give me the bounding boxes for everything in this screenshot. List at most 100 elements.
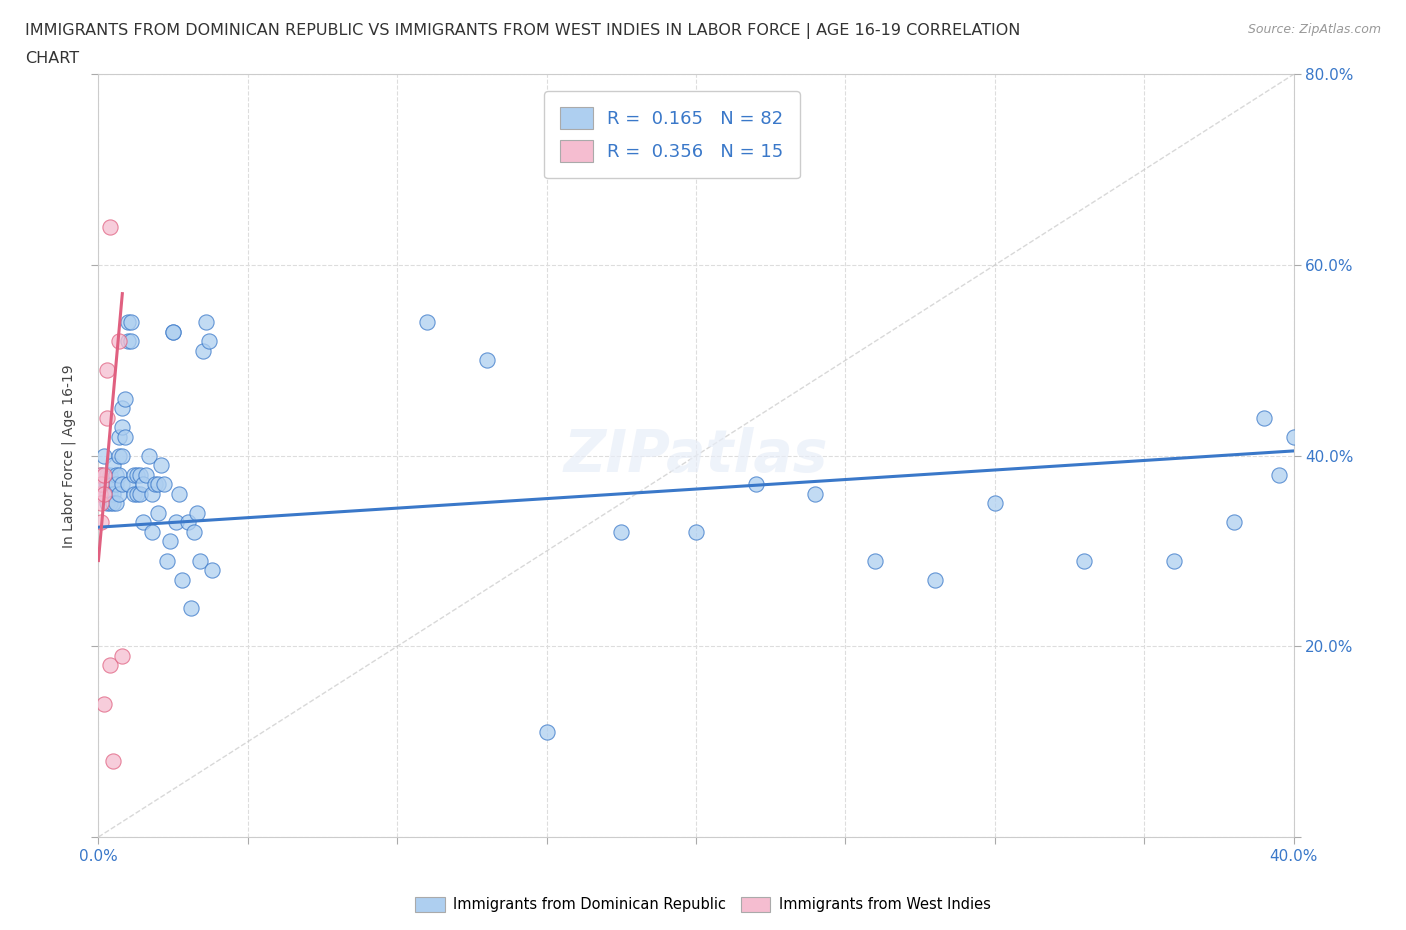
Point xyxy=(103,496,125,511)
Point xyxy=(108,334,131,349)
Point xyxy=(100,219,122,234)
Point xyxy=(195,315,218,330)
Point xyxy=(1073,553,1095,568)
Point xyxy=(124,468,146,483)
Point xyxy=(111,419,134,434)
Point xyxy=(984,496,1007,511)
Point xyxy=(111,648,134,663)
Point xyxy=(96,410,118,425)
Point xyxy=(132,477,155,492)
Point xyxy=(117,315,139,330)
Point xyxy=(129,486,152,501)
Point xyxy=(100,658,122,673)
Point xyxy=(114,430,136,445)
Point xyxy=(93,696,115,711)
Point xyxy=(685,525,707,539)
Point xyxy=(108,430,131,445)
Point xyxy=(143,477,166,492)
Point xyxy=(148,477,170,492)
Point xyxy=(93,448,115,463)
Point xyxy=(201,563,224,578)
Point xyxy=(93,486,115,501)
Point xyxy=(103,458,125,472)
Point xyxy=(165,515,187,530)
Point xyxy=(100,468,122,483)
Point xyxy=(141,486,163,501)
Point xyxy=(172,572,194,587)
Point xyxy=(117,334,139,349)
Point xyxy=(93,477,115,492)
Point xyxy=(183,525,205,539)
Point xyxy=(96,486,118,501)
Point xyxy=(103,753,125,768)
Point xyxy=(1253,410,1275,425)
Point xyxy=(127,486,149,501)
Point xyxy=(120,315,142,330)
Point xyxy=(156,553,179,568)
Text: IMMIGRANTS FROM DOMINICAN REPUBLIC VS IMMIGRANTS FROM WEST INDIES IN LABOR FORCE: IMMIGRANTS FROM DOMINICAN REPUBLIC VS IM… xyxy=(25,23,1021,39)
Point xyxy=(96,496,118,511)
Point xyxy=(96,363,118,378)
Point xyxy=(610,525,633,539)
Point xyxy=(138,448,160,463)
Point xyxy=(129,468,152,483)
Point xyxy=(177,515,200,530)
Point xyxy=(114,392,136,406)
Point xyxy=(198,334,221,349)
Point xyxy=(93,468,115,483)
Point xyxy=(745,477,768,492)
Point xyxy=(141,525,163,539)
Point xyxy=(108,448,131,463)
Point xyxy=(180,601,202,616)
Point xyxy=(159,534,181,549)
Point xyxy=(90,515,112,530)
Point xyxy=(804,486,827,501)
Point xyxy=(100,486,122,501)
Point xyxy=(416,315,439,330)
Point xyxy=(1267,468,1289,483)
Text: ZIPatlas: ZIPatlas xyxy=(564,427,828,485)
Text: CHART: CHART xyxy=(25,51,79,66)
Point xyxy=(191,343,214,358)
Point xyxy=(153,477,176,492)
Point xyxy=(89,486,111,501)
Point xyxy=(924,572,946,587)
Legend: Immigrants from Dominican Republic, Immigrants from West Indies: Immigrants from Dominican Republic, Immi… xyxy=(409,891,997,918)
Point xyxy=(111,477,134,492)
Point xyxy=(117,477,139,492)
Point xyxy=(90,486,112,501)
Point xyxy=(108,486,131,501)
Point xyxy=(90,477,112,492)
Point xyxy=(188,553,211,568)
Point xyxy=(90,496,112,511)
Point xyxy=(103,486,125,501)
Point xyxy=(475,353,498,368)
Point xyxy=(111,401,134,416)
Point xyxy=(105,496,128,511)
Point xyxy=(90,468,112,483)
Point xyxy=(111,448,134,463)
Point xyxy=(124,486,146,501)
Point xyxy=(1223,515,1246,530)
Point xyxy=(105,477,128,492)
Point xyxy=(150,458,173,472)
Point xyxy=(96,468,118,483)
Text: Source: ZipAtlas.com: Source: ZipAtlas.com xyxy=(1247,23,1381,36)
Point xyxy=(865,553,887,568)
Legend: R =  0.165   N = 82, R =  0.356   N = 15: R = 0.165 N = 82, R = 0.356 N = 15 xyxy=(544,91,800,179)
Point xyxy=(103,477,125,492)
Point xyxy=(127,468,149,483)
Point xyxy=(167,486,190,501)
Point xyxy=(148,506,170,521)
Point xyxy=(132,515,155,530)
Point xyxy=(100,496,122,511)
Point xyxy=(108,468,131,483)
Point xyxy=(96,477,118,492)
Point xyxy=(135,468,157,483)
Point xyxy=(1163,553,1185,568)
Point xyxy=(120,334,142,349)
Point xyxy=(162,325,184,339)
Point xyxy=(89,468,111,483)
Y-axis label: In Labor Force | Age 16-19: In Labor Force | Age 16-19 xyxy=(60,364,76,548)
Point xyxy=(536,724,558,739)
